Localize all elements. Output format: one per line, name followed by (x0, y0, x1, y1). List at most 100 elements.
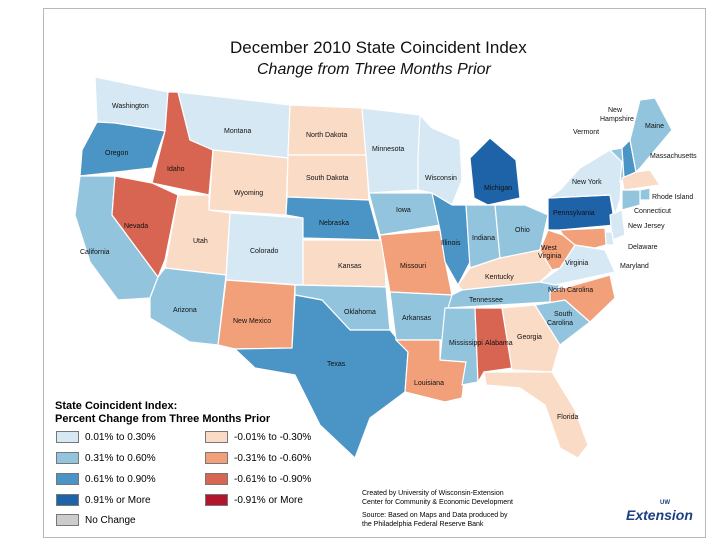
legend-label: 0.31% to 0.60% (85, 452, 156, 464)
slide-frame (43, 8, 706, 538)
label-new-mexico: New Mexico (233, 318, 271, 325)
state-north-carolina (534, 274, 616, 323)
legend-item: -0.91% or More (205, 493, 303, 507)
label-utah: Utah (193, 238, 208, 245)
label-nevada: Nevada (124, 223, 148, 230)
state-wyoming (208, 149, 289, 216)
label-florida: Florida (557, 414, 579, 421)
label-connecticut: Connecticut (634, 208, 671, 215)
label-delaware: Delaware (628, 244, 658, 251)
label-nebraska: Nebraska (319, 220, 349, 227)
label-maine: Maine (645, 123, 664, 130)
label-wyoming: Wyoming (234, 190, 263, 197)
map-title: December 2010 State Coincident Index (230, 38, 527, 57)
label-wisconsin: Wisconsin (425, 175, 457, 182)
state-massachusetts (621, 169, 661, 191)
label-south-dakota: South Dakota (306, 175, 349, 182)
label-mississippi: Mississippi (449, 340, 483, 347)
label-texas: Texas (327, 361, 346, 368)
legend-label: -0.91% or More (234, 494, 303, 506)
label-new-york: New York (572, 179, 602, 186)
logo-uw: UW (660, 500, 670, 506)
credits-line4: the Philadelphia Federal Reserve Bank (362, 521, 484, 528)
label-virginia: Virginia (565, 260, 588, 267)
label-tennessee: Tennessee (469, 297, 503, 304)
legend-swatch (56, 431, 79, 443)
label-vermont: Vermont (573, 129, 599, 136)
legend-swatch (205, 473, 228, 485)
legend-item: 0.01% to 0.30% (56, 430, 156, 444)
legend-label: 0.61% to 0.90% (85, 473, 156, 485)
label-arizona: Arizona (173, 307, 197, 314)
credits: Created by University of Wisconsin-Exten… (362, 489, 513, 529)
label-west-virginia-line2: Virginia (538, 253, 561, 260)
label-minnesota: Minnesota (372, 146, 404, 153)
label-oregon: Oregon (105, 150, 128, 157)
state-georgia (501, 304, 561, 373)
label-kentucky: Kentucky (485, 274, 514, 281)
legend-title-line1: State Coincident Index: (55, 400, 178, 412)
state-michigan (469, 137, 521, 206)
label-new-jersey: New Jersey (628, 223, 665, 230)
label-west-virginia-line1: West (541, 245, 557, 252)
legend-item: 0.61% to 0.90% (56, 472, 156, 486)
legend-item: No Change (56, 513, 136, 527)
label-rhode-island: Rhode Island (652, 194, 693, 201)
label-louisiana: Louisiana (414, 380, 444, 387)
credits-line2: Center for Community & Economic Developm… (362, 499, 513, 506)
legend-swatch (56, 473, 79, 485)
legend-item: -0.61% to -0.90% (205, 472, 311, 486)
credits-line3: Source: Based on Maps and Data produced … (362, 512, 508, 519)
legend-label: 0.01% to 0.30% (85, 431, 156, 443)
state-nevada (111, 175, 179, 278)
state-rhode-island (639, 187, 651, 201)
state-maine (629, 97, 673, 173)
credits-line1: Created by University of Wisconsin-Exten… (362, 490, 504, 497)
label-new-hampshire-line1: New (608, 107, 623, 114)
label-massachusetts: Massachusetts (650, 153, 697, 160)
legend-label: -0.01% to -0.30% (234, 431, 312, 443)
state-wisconsin (417, 114, 463, 206)
label-south-carolina-line1: South (554, 311, 572, 318)
label-pennsylvania: Pennsylvania (553, 210, 595, 217)
state-maryland (559, 227, 607, 249)
label-illinois: Illinois (441, 240, 461, 247)
state-iowa (368, 192, 441, 236)
state-new-mexico (217, 279, 296, 350)
label-south-carolina-line2: Carolina (547, 320, 573, 327)
label-missouri: Missouri (400, 263, 427, 270)
legend-label: -0.61% to -0.90% (234, 473, 312, 485)
label-california: California (80, 249, 110, 256)
label-kansas: Kansas (338, 263, 362, 270)
legend-swatch (205, 494, 228, 506)
legend-item: 0.31% to 0.60% (56, 451, 156, 465)
label-maryland: Maryland (620, 263, 649, 270)
legend-label: No Change (85, 514, 136, 526)
legend-swatch (205, 452, 228, 464)
state-nebraska (285, 196, 381, 241)
state-florida (483, 371, 589, 459)
label-indiana: Indiana (472, 235, 495, 242)
legend-swatch (56, 494, 79, 506)
state-oregon (79, 121, 166, 177)
label-washington: Washington (112, 103, 149, 110)
label-alabama: Alabama (485, 340, 513, 347)
label-north-dakota: North Dakota (306, 132, 347, 139)
legend-title: State Coincident Index: Percent Change f… (55, 400, 270, 426)
legend-label: -0.31% to -0.60% (234, 452, 312, 464)
legend-title-line2: Percent Change from Three Months Prior (55, 413, 271, 425)
map-subtitle: Change from Three Months Prior (257, 61, 491, 78)
state-north-dakota (287, 104, 367, 156)
extension-logo: Extension (626, 507, 693, 523)
state-texas (234, 294, 409, 459)
legend-swatch (205, 431, 228, 443)
label-idaho: Idaho (167, 166, 185, 173)
state-louisiana (395, 339, 467, 403)
label-michigan: Michigan (484, 185, 512, 192)
legend-item: 0.91% or More (56, 493, 151, 507)
legend-label: 0.91% or More (85, 494, 151, 506)
label-new-hampshire-line2: Hampshire (600, 116, 634, 123)
legend-item: -0.01% to -0.30% (205, 430, 311, 444)
label-ohio: Ohio (515, 227, 530, 234)
